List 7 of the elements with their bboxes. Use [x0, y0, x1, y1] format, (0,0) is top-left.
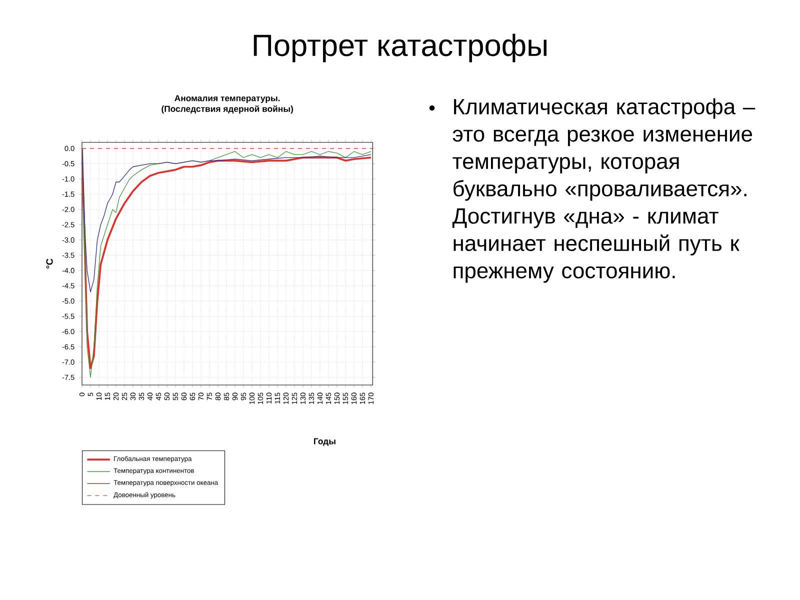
text: Климатическая катастрофа – это всегда резкое изменение температуры, которая буквально «проваливается». Достигнув «дна» - климат начинает неспешный путь к прежнему состоянию. — [452, 98, 756, 283]
line-series — [82, 148, 372, 292]
x-axis-title: Годы — [314, 438, 336, 446]
chart-title: Аномалия температуры. — [174, 95, 280, 103]
text: Портрет катастрофы — [254, 34, 546, 62]
y-axis-title: °C — [46, 258, 53, 268]
chart-subtitle: (Последствия ядерной войны) — [162, 105, 293, 114]
